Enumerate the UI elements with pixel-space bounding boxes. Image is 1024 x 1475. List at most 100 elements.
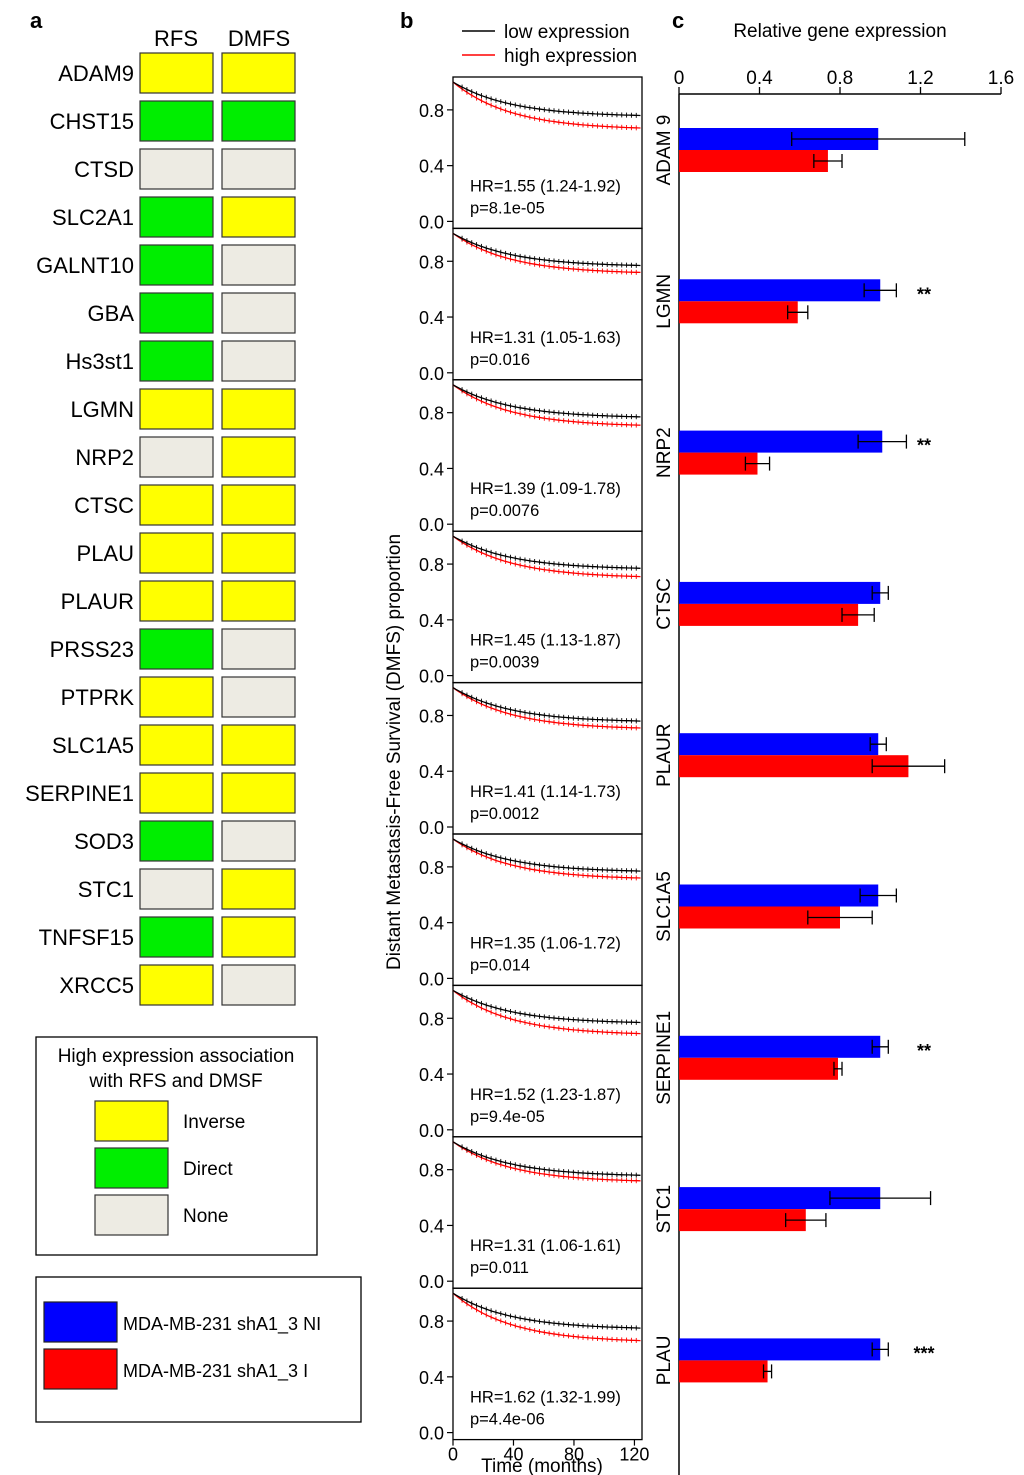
gene-label: ADAM9: [58, 61, 134, 86]
gene-label: PLAUR: [61, 589, 134, 614]
bar-category-label: SLC1A5: [654, 871, 675, 942]
bar-category-label: SERPINE1: [654, 1011, 675, 1105]
gene-label: SLC2A1: [52, 205, 134, 230]
dmfs-cell: [221, 196, 296, 238]
survival-y-tick-label: 0.4: [419, 611, 444, 631]
dmfs-cell: [221, 580, 296, 622]
survival-y-tick-label: 0.0: [419, 818, 444, 838]
dmfs-cell: [221, 436, 296, 478]
bar-i: [679, 906, 840, 929]
rfs-cell: [139, 964, 214, 1006]
rfs-cell: [139, 292, 214, 334]
survival-curve-high: [452, 989, 641, 1035]
survival-x-axis-label: Time (months): [481, 1456, 603, 1475]
survival-y-tick-label: 0.0: [419, 1272, 444, 1292]
dmfs-cell: [221, 484, 296, 526]
survival-y-tick-label: 0.4: [419, 1368, 444, 1388]
bar-ni: [679, 733, 879, 756]
survival-y-tick-label: 0.4: [419, 1216, 444, 1236]
cell-legend-swatch-i: [43, 1348, 118, 1390]
significance-marker: **: [917, 284, 931, 304]
bar-category-label: PLAU: [654, 1336, 675, 1386]
gene-label: PRSS23: [50, 637, 134, 662]
significance-marker: **: [917, 436, 931, 456]
bar-i: [679, 301, 798, 324]
gene-label: NRP2: [75, 445, 134, 470]
survival-y-tick-label: 0.8: [419, 706, 444, 726]
hazard-ratio-label: HR=1.31 (1.06-1.61): [470, 1237, 621, 1255]
dmfs-cell: [221, 820, 296, 862]
survival-y-tick-label: 0.8: [419, 858, 444, 878]
panel-b-survival-curves: low expression high expression Distant M…: [384, 22, 649, 1475]
gene-label: SLC1A5: [52, 733, 134, 758]
survival-subplot-frame: [452, 1287, 643, 1441]
survival-y-tick-label: 0.4: [419, 1065, 444, 1085]
survival-legend: low expression high expression: [462, 22, 637, 67]
p-value-label: p=9.4e-05: [470, 1108, 545, 1126]
legend-label-none: None: [183, 1206, 228, 1227]
p-value-label: p=4.4e-06: [470, 1411, 545, 1429]
rfs-cell: [139, 580, 214, 622]
cell-legend-swatch-ni: [43, 1301, 118, 1343]
hazard-ratio-label: HR=1.31 (1.05-1.63): [470, 329, 621, 347]
dmfs-cell: [221, 964, 296, 1006]
significance-marker: ***: [913, 1343, 934, 1363]
rfs-cell: [139, 244, 214, 286]
survival-curve-low: [452, 535, 641, 569]
survival-y-tick-label: 0.0: [419, 364, 444, 384]
legend-swatch-direct: [94, 1147, 169, 1189]
bar-x-tick-label: 0: [674, 68, 685, 89]
survival-y-tick-label: 0.4: [419, 914, 444, 934]
gene-label: CTSD: [74, 157, 134, 182]
rfs-cell: [139, 148, 214, 190]
bar-x-tick-label: 0.8: [827, 68, 853, 89]
survival-y-axis-label: Distant Metastasis-Free Survival (DMFS) …: [384, 534, 405, 970]
bar-category-label: STC1: [654, 1185, 675, 1234]
p-value-label: p=0.0039: [470, 654, 539, 672]
gene-label: SOD3: [74, 829, 134, 854]
dmfs-cell: [221, 244, 296, 286]
rfs-cell: [139, 436, 214, 478]
hazard-ratio-label: HR=1.52 (1.23-1.87): [470, 1086, 621, 1104]
dmfs-cell: [221, 772, 296, 814]
dmfs-cell: [221, 532, 296, 574]
survival-y-tick-label: 0.8: [419, 252, 444, 272]
column-header-dmfs: DMFS: [228, 26, 290, 51]
gene-label: LGMN: [70, 397, 134, 422]
survival-curve-high: [452, 384, 641, 426]
bar-category-label: PLAUR: [654, 724, 675, 787]
survival-curve-high: [452, 838, 641, 879]
bar-i: [679, 1209, 806, 1232]
survival-curve-low: [452, 687, 641, 722]
survival-curve-low: [452, 1141, 641, 1176]
bar-i: [679, 1057, 838, 1080]
rfs-cell: [139, 484, 214, 526]
survival-curve-high: [452, 81, 641, 129]
association-legend-frame: [35, 1036, 318, 1256]
hazard-ratio-label: HR=1.41 (1.14-1.73): [470, 783, 621, 801]
rfs-cell: [139, 868, 214, 910]
survival-y-tick-label: 0.8: [419, 404, 444, 424]
bar-category-label: ADAM 9: [654, 115, 675, 186]
dmfs-cell: [221, 100, 296, 142]
legend-label-direct: Direct: [183, 1159, 233, 1180]
legend-label-high: high expression: [504, 46, 637, 67]
survival-curve-high: [452, 1292, 641, 1342]
p-value-label: p=0.011: [470, 1259, 529, 1277]
survival-x-tick-label: 80: [564, 1445, 584, 1465]
dmfs-cell: [221, 724, 296, 766]
survival-curve-low: [452, 384, 641, 418]
bar-ni: [679, 1338, 881, 1361]
association-legend-title-line1: High expression association: [58, 1046, 295, 1067]
panel-a-association-grid: RFS DMFS ADAM9 CHST15 CTSD SLC2A1 GALNT10 GBA…: [25, 26, 296, 1006]
bar-i: [679, 1360, 768, 1383]
survival-y-tick-label: 0.0: [419, 212, 444, 232]
rfs-cell: [139, 772, 214, 814]
dmfs-cell: [221, 868, 296, 910]
bar-x-tick-label: 0.4: [746, 68, 773, 89]
survival-y-tick-label: 0.0: [419, 515, 444, 535]
p-value-label: p=0.0012: [470, 805, 539, 823]
gene-label: CTSC: [74, 493, 134, 518]
legend-swatch-none: [94, 1194, 169, 1236]
rfs-cell: [139, 340, 214, 382]
